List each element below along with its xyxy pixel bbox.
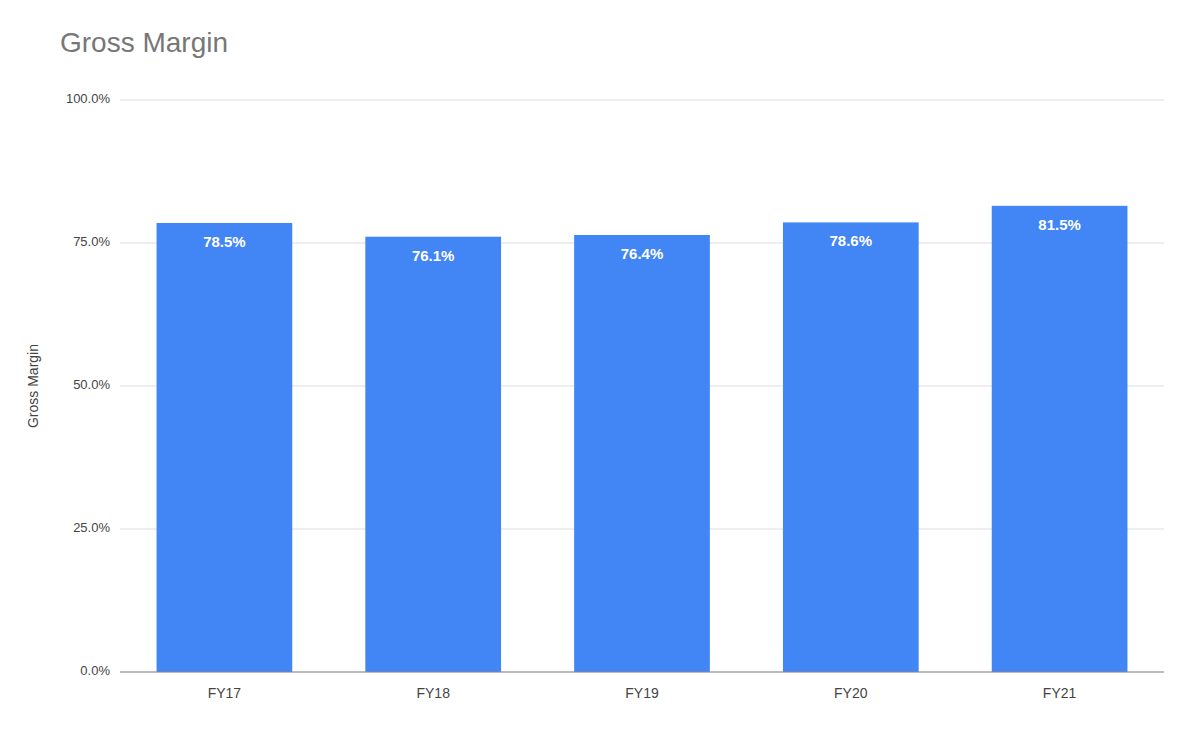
x-axis-line (120, 672, 1164, 673)
bar (992, 206, 1128, 672)
x-tick-label: FY20 (834, 685, 868, 701)
title: Gross Margin (60, 27, 228, 58)
data-label: 76.4% (621, 245, 664, 262)
bar (783, 222, 919, 672)
bar (157, 223, 293, 672)
y-ticks: 0.0% 25.0% 50.0% 75.0% 100.0% (66, 91, 111, 678)
x-tick-label: FY17 (208, 685, 242, 701)
grid-line (120, 100, 1164, 101)
data-label: 81.5% (1038, 216, 1081, 233)
y-tick-label: 25.0% (73, 520, 110, 535)
grid-line (120, 672, 1164, 673)
y-axis-label: Gross Margin (25, 344, 41, 428)
bar (365, 237, 501, 672)
data-label: 76.1% (412, 247, 455, 264)
data-label: 78.6% (830, 232, 873, 249)
y-tick-label: 75.0% (73, 234, 110, 249)
grid (120, 100, 1164, 672)
x-ticks: FY17 FY18 FY19 FY20 FY21 (208, 685, 1077, 701)
bars (157, 206, 1128, 672)
y-tick-label: 0.0% (80, 663, 110, 678)
y-tick-label: 100.0% (66, 91, 111, 106)
chart-svg: Gross Margin Gross Margin 0.0% 25.0% 50.0% 75… (0, 0, 1200, 742)
x-tick-label: FY18 (416, 685, 450, 701)
data-label: 78.5% (203, 233, 246, 250)
x-tick-label: FY19 (625, 685, 659, 701)
bar (574, 235, 710, 672)
x-tick-label: FY21 (1043, 685, 1077, 701)
y-tick-label: 50.0% (73, 377, 110, 392)
chart-container: Gross Margin Gross Margin 0.0% 25.0% 50.0% 75… (0, 0, 1200, 742)
data-labels: 78.5% 76.1% 76.4% 78.6% 81.5% (203, 216, 1081, 264)
